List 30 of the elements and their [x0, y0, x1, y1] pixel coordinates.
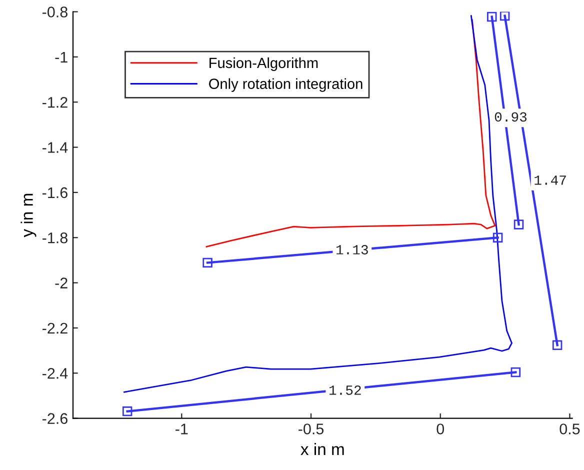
- y-axis-title: y in m: [20, 194, 36, 238]
- annotation: 0.93: [494, 112, 527, 122]
- y-tick-label: -1.8: [42, 232, 68, 244]
- y-tick-label: -1.6: [42, 187, 68, 198]
- point: [500, 12, 510, 21]
- y-tick-label: -2.6: [42, 413, 68, 424]
- point: [552, 340, 562, 350]
- y-tick-label: -0.8: [42, 6, 68, 18]
- point: [487, 12, 497, 22]
- legend-label: Fusion-Algorithm: [210, 57, 318, 71]
- annotation: 1.13: [336, 245, 368, 254]
- x-tick-label: -1: [176, 424, 188, 434]
- point: [510, 367, 521, 378]
- annotation: 1.52: [330, 386, 361, 395]
- x-tick-label: 0.5: [560, 424, 580, 434]
- legend-label: Only rotation integration: [209, 78, 362, 92]
- point: [122, 406, 132, 416]
- y-tick-label: -2.4: [42, 368, 68, 379]
- y-tick-label: -1.4: [42, 142, 68, 153]
- x-tick-label: -0.5: [298, 424, 324, 434]
- x-axis-title: x in m: [300, 442, 344, 456]
- y-tick-label: -2: [55, 278, 68, 288]
- y-tick-label: -1: [55, 52, 68, 62]
- y-tick-label: -2.2: [42, 322, 68, 334]
- x-tick-label: 0: [436, 424, 444, 434]
- point: [514, 220, 524, 230]
- annotation: 1.47: [534, 176, 566, 185]
- point: [492, 232, 503, 242]
- y-tick-label: -1.2: [42, 96, 68, 108]
- point: [202, 258, 212, 268]
